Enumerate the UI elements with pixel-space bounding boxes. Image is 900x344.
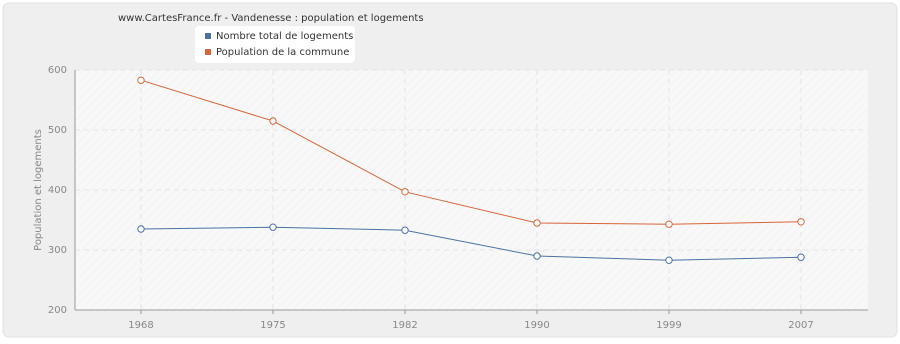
- series-line: [140, 226, 802, 261]
- legend-swatch: [205, 33, 211, 39]
- point: [269, 117, 277, 125]
- legend-label: Population de la commune: [216, 47, 349, 58]
- point: [665, 220, 673, 228]
- point: [665, 256, 673, 264]
- point: [797, 218, 805, 226]
- point: [269, 223, 277, 231]
- x-tick-label: 1999: [656, 320, 681, 331]
- point: [137, 76, 145, 84]
- y-tick-label: 600: [48, 65, 67, 76]
- x-tick-label: 1990: [524, 320, 549, 331]
- y-tick-label: 500: [48, 125, 67, 136]
- point: [797, 253, 805, 261]
- x-tick-label: 1968: [128, 320, 153, 331]
- legend-swatch: [205, 49, 211, 55]
- y-tick-label: 300: [48, 245, 67, 256]
- point: [137, 225, 145, 233]
- legend: [195, 26, 355, 63]
- y-tick-label: 200: [48, 305, 67, 316]
- y-axis-label: Population et logements: [33, 129, 44, 251]
- y-tick-label: 400: [48, 185, 67, 196]
- point: [533, 252, 541, 260]
- point: [533, 219, 541, 227]
- legend-label: Nombre total de logements: [216, 31, 353, 42]
- point: [401, 226, 409, 234]
- x-tick-label: 2007: [788, 320, 813, 331]
- x-tick-label: 1982: [392, 320, 417, 331]
- x-tick-label: 1975: [260, 320, 285, 331]
- point: [401, 188, 409, 196]
- chart-title: www.CartesFrance.fr - Vandenesse : popul…: [118, 13, 424, 24]
- series-line: [140, 79, 802, 225]
